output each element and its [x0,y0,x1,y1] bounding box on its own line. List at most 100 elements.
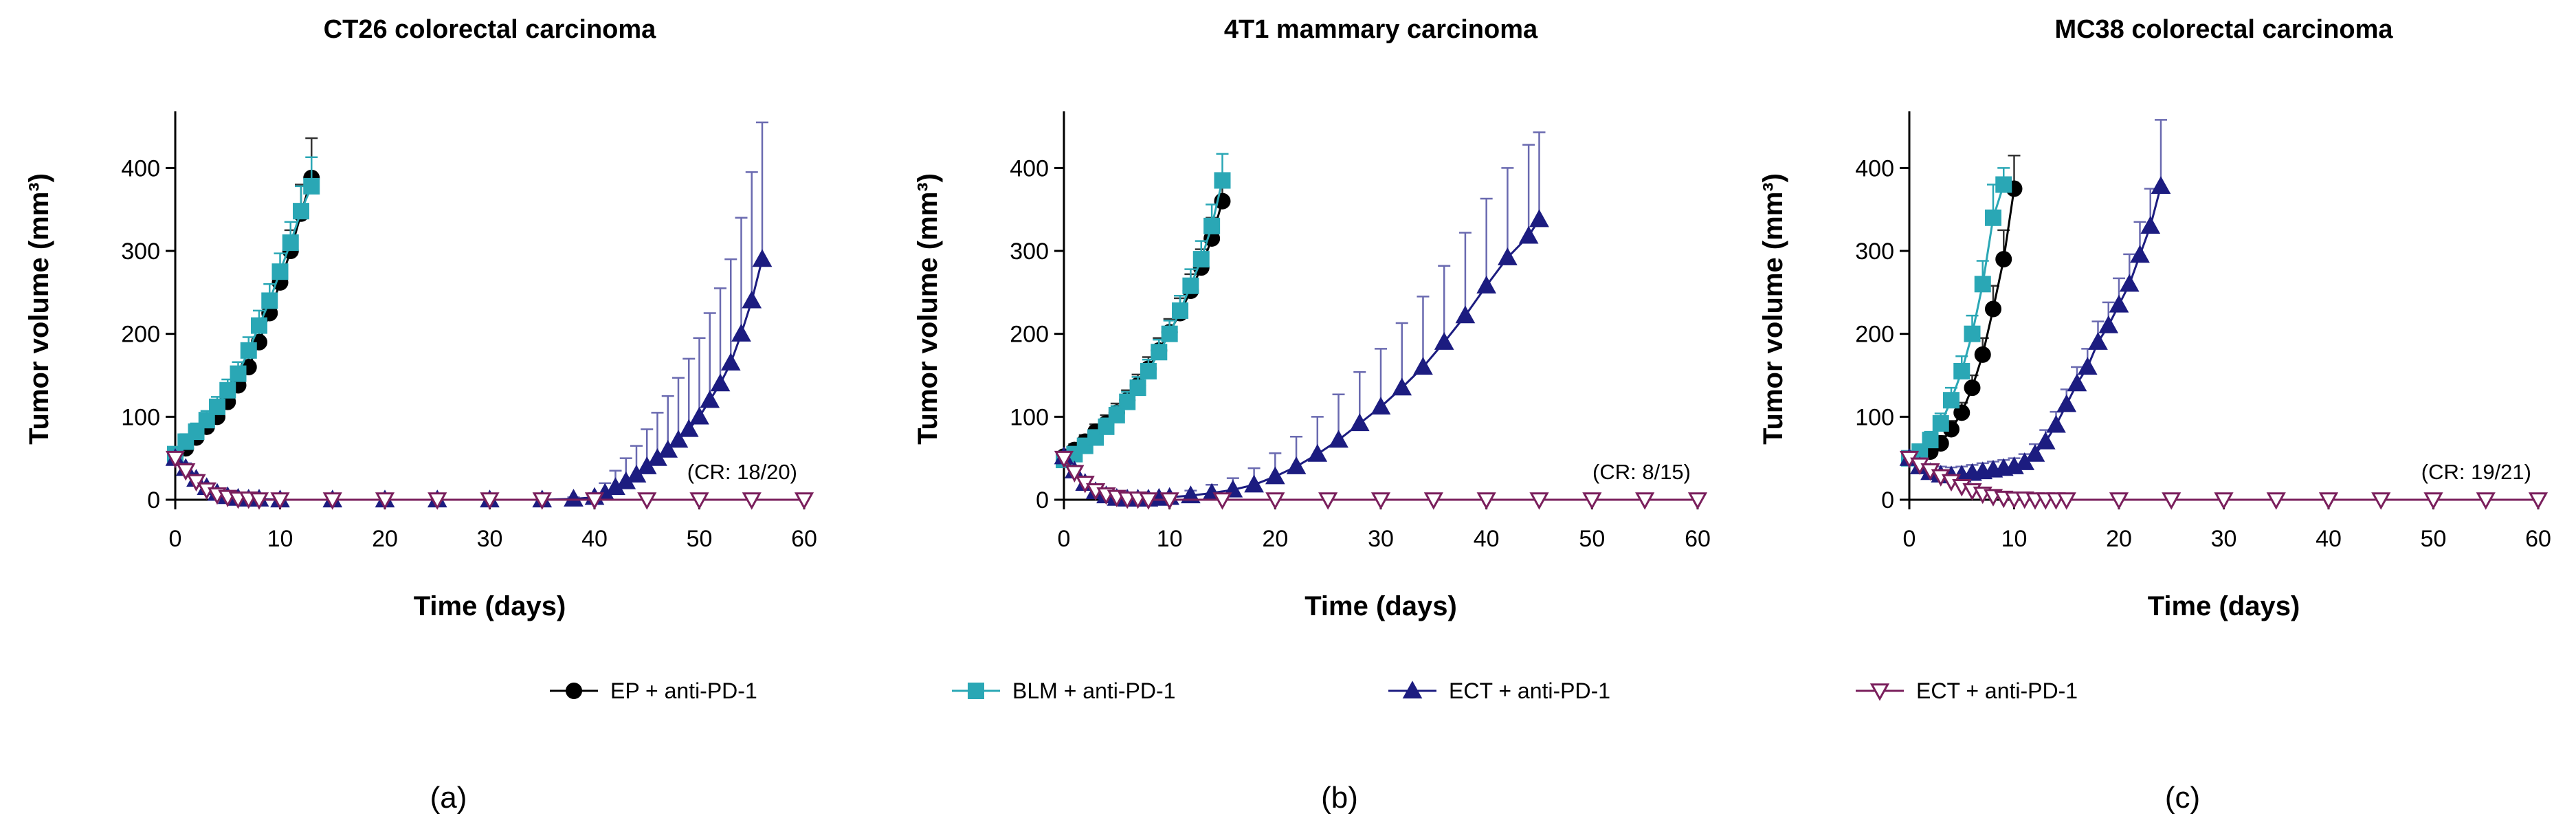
chart-title: 4T1 mammary carcinoma [1224,15,1538,44]
panel-letter: (b) [1321,781,1358,815]
data-point [1182,277,1199,294]
data-point [219,382,236,399]
data-point [1985,300,2001,318]
series-4 [165,450,814,510]
y-tick-label: 200 [1010,322,1049,348]
series-line [1063,180,1223,461]
data-point [1687,492,1708,510]
cr-annotation: (CR: 18/20) [687,460,797,484]
x-tick-label: 10 [267,526,293,552]
x-tick-label: 60 [2525,526,2551,552]
data-point [564,489,584,507]
y-axis-title: Tumor volume (mm³) [913,173,943,445]
data-point [2162,492,2181,510]
data-point [2130,245,2150,263]
legend-label: BLM + anti-PD-1 [1012,678,1175,703]
data-point [2109,492,2129,510]
data-point [1974,346,1991,363]
data-point [1138,492,1159,510]
data-point [1974,276,1991,293]
data-point [1151,344,1168,361]
data-point [2119,274,2140,292]
data-point [1635,492,1655,510]
y-tick-label: 300 [1855,239,1894,265]
cr-annotation: (CR: 8/15) [1592,460,1691,484]
data-point [1922,432,1939,449]
data-point [282,234,299,251]
data-point [678,419,699,437]
data-point [689,492,709,510]
data-point [2371,492,2391,510]
data-point [303,177,320,195]
x-tick-label: 20 [1262,526,1288,552]
data-point [1065,465,1085,483]
y-tick-label: 400 [121,155,160,181]
chart-panel-3: MC38 colorectal carcinoma 0 100 200 300 400 0 1… [1758,15,2551,815]
y-tick-label: 400 [1010,155,1049,181]
x-tick-label: 40 [581,526,608,552]
y-tick-label: 300 [1010,239,1049,265]
data-point [1582,492,1602,510]
legend: EP + anti-PD-1 BLM + anti-PD-1 ECT + anti-… [550,678,2078,703]
x-tick-label: 0 [1058,526,1071,552]
data-point [1476,276,1497,294]
y-tick-label: 300 [121,239,160,265]
data-point [1307,443,1328,462]
x-tick-label: 0 [1903,526,1916,552]
data-point [2025,443,2045,462]
chart-panel-2: 4T1 mammary carcinoma 0 100 200 300 400 0 10 20 3… [913,15,1711,815]
y-tick-label: 100 [1010,404,1049,430]
y-axis-title: Tumor volume (mm³) [1758,173,1788,445]
legend-item-3: ECT + anti-PD-1 [1388,678,1610,703]
data-point [2109,294,2129,313]
data-point [2423,492,2443,510]
data-point [1181,485,1201,504]
y-tick-label: 0 [1881,487,1894,513]
x-tick-label: 60 [791,526,817,552]
data-point [1498,247,1518,265]
data-point [1455,305,1476,324]
x-axis-title: Time (days) [414,591,566,621]
data-point [198,412,215,429]
data-point [186,474,206,492]
series-line [175,177,313,458]
x-tick-label: 0 [169,526,182,552]
legend-marker [968,683,984,699]
data-point [710,373,731,392]
data-point [2077,357,2098,375]
data-point [658,439,678,458]
data-point [1329,430,1348,448]
x-tick-label: 30 [2211,526,2237,552]
legend-item-1: EP + anti-PD-1 [550,678,757,703]
legend-item-4: ECT + anti-PD-1 [1856,678,2078,703]
data-point [165,450,186,469]
data-point [2098,315,2119,333]
data-point [794,492,814,510]
data-point [2056,394,2077,412]
series-2 [1056,153,1231,469]
x-tick-label: 10 [1157,526,1183,552]
data-point [1995,251,2012,268]
data-point [1159,492,1179,510]
series-2 [167,156,320,463]
legend-marker [1402,681,1423,699]
y-tick-label: 100 [121,404,160,430]
data-point [1392,377,1412,396]
data-point [1995,176,2012,193]
cr-annotation: (CR: 19/21) [2421,460,2531,484]
x-tick-label: 30 [477,526,503,552]
data-point [1370,492,1391,510]
data-point [230,365,247,382]
x-tick-label: 20 [372,526,398,552]
y-tick-label: 200 [1855,322,1894,348]
panel-letter: (a) [430,781,467,815]
x-tick-label: 20 [2106,526,2132,552]
panel-letter: (c) [2165,781,2200,815]
data-point [1964,325,1981,342]
data-point [2046,415,2066,433]
y-tick-label: 200 [121,322,160,348]
y-tick-label: 0 [1036,487,1049,513]
series-4 [1899,450,2549,510]
data-point [2528,492,2549,510]
